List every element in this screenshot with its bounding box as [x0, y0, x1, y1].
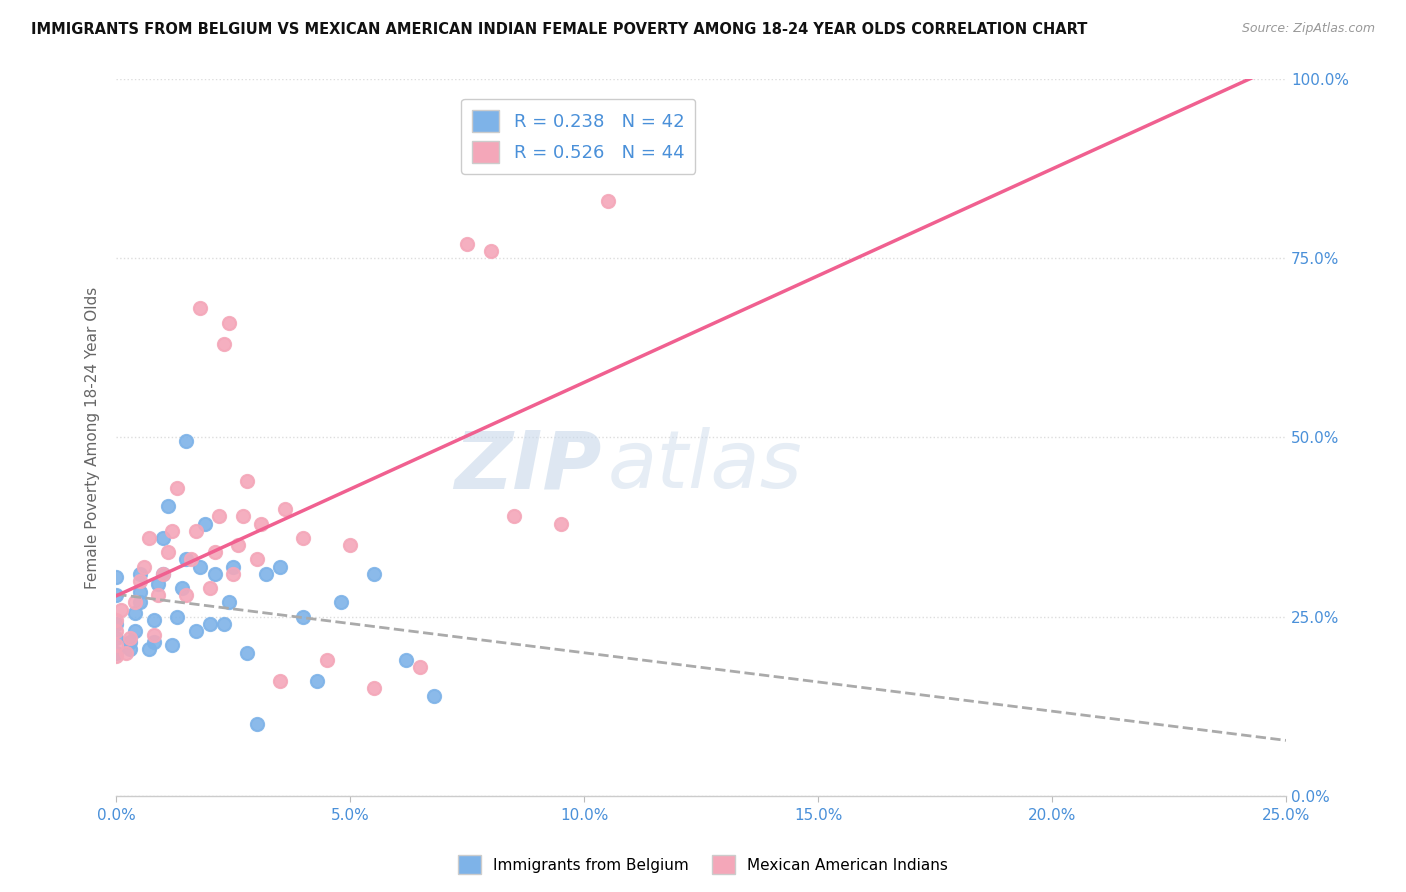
Point — [212, 616, 235, 631]
Point — [246, 717, 269, 731]
Point — [339, 538, 361, 552]
Point — [142, 635, 165, 649]
Point — [120, 642, 142, 657]
Point — [138, 531, 160, 545]
Point — [269, 674, 291, 689]
Point — [190, 559, 212, 574]
Point — [596, 194, 619, 208]
Point — [550, 516, 572, 531]
Point — [105, 570, 128, 584]
Point — [128, 595, 150, 609]
Point — [226, 538, 249, 552]
Point — [292, 531, 315, 545]
Point — [222, 566, 245, 581]
Point — [124, 606, 146, 620]
Point — [190, 301, 212, 316]
Point — [180, 552, 202, 566]
Point — [128, 566, 150, 581]
Point — [176, 588, 198, 602]
Point — [128, 574, 150, 588]
Point — [166, 609, 188, 624]
Point — [292, 609, 315, 624]
Point — [162, 639, 184, 653]
Point — [395, 653, 418, 667]
Point — [456, 236, 478, 251]
Point — [254, 566, 277, 581]
Point — [128, 584, 150, 599]
Point — [142, 613, 165, 627]
Point — [105, 588, 128, 602]
Point — [246, 552, 269, 566]
Y-axis label: Female Poverty Among 18-24 Year Olds: Female Poverty Among 18-24 Year Olds — [86, 286, 100, 589]
Point — [218, 595, 240, 609]
Point — [194, 516, 217, 531]
Point — [105, 646, 128, 660]
Point — [307, 674, 329, 689]
Point — [156, 545, 179, 559]
Point — [218, 316, 240, 330]
Legend: Immigrants from Belgium, Mexican American Indians: Immigrants from Belgium, Mexican America… — [451, 849, 955, 880]
Text: Source: ZipAtlas.com: Source: ZipAtlas.com — [1241, 22, 1375, 36]
Point — [152, 531, 174, 545]
Point — [208, 509, 231, 524]
Point — [204, 545, 226, 559]
Point — [148, 588, 170, 602]
Point — [184, 624, 207, 638]
Point — [212, 337, 235, 351]
Point — [124, 595, 146, 609]
Point — [232, 509, 254, 524]
Point — [138, 642, 160, 657]
Text: atlas: atlas — [607, 427, 803, 505]
Point — [134, 559, 156, 574]
Point — [114, 646, 136, 660]
Point — [148, 577, 170, 591]
Point — [110, 602, 132, 616]
Point — [105, 616, 128, 631]
Point — [105, 624, 128, 638]
Point — [363, 566, 385, 581]
Point — [162, 524, 184, 538]
Point — [273, 502, 295, 516]
Point — [105, 632, 128, 646]
Point — [170, 581, 193, 595]
Point — [204, 566, 226, 581]
Point — [142, 627, 165, 641]
Point — [269, 559, 291, 574]
Point — [120, 632, 142, 646]
Legend: R = 0.238   N = 42, R = 0.526   N = 44: R = 0.238 N = 42, R = 0.526 N = 44 — [461, 99, 695, 174]
Point — [236, 646, 259, 660]
Text: ZIP: ZIP — [454, 427, 602, 505]
Point — [503, 509, 526, 524]
Point — [423, 689, 446, 703]
Point — [105, 639, 128, 653]
Point — [329, 595, 352, 609]
Point — [152, 566, 174, 581]
Text: IMMIGRANTS FROM BELGIUM VS MEXICAN AMERICAN INDIAN FEMALE POVERTY AMONG 18-24 YE: IMMIGRANTS FROM BELGIUM VS MEXICAN AMERI… — [31, 22, 1087, 37]
Point — [479, 244, 502, 258]
Point — [363, 681, 385, 696]
Point — [166, 481, 188, 495]
Point — [105, 649, 128, 664]
Point — [250, 516, 273, 531]
Point — [184, 524, 207, 538]
Point — [176, 552, 198, 566]
Point — [198, 581, 221, 595]
Point — [409, 660, 432, 674]
Point — [315, 653, 337, 667]
Point — [152, 566, 174, 581]
Point — [222, 559, 245, 574]
Point — [124, 624, 146, 638]
Point — [198, 616, 221, 631]
Point — [120, 635, 142, 649]
Point — [105, 613, 128, 627]
Point — [236, 474, 259, 488]
Point — [176, 434, 198, 448]
Point — [156, 499, 179, 513]
